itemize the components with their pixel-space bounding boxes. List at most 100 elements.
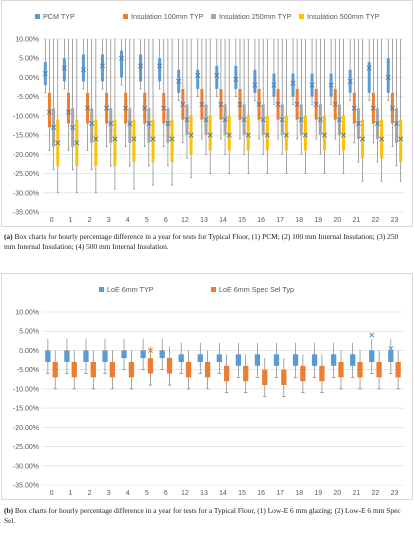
y-tick-label: 10.00% [15, 310, 39, 317]
caption-a-text: Box charts for hourly percentage differe… [4, 232, 399, 251]
mean-marker [332, 101, 338, 107]
mean-marker [70, 124, 76, 130]
y-tick-label: 5.00% [19, 329, 39, 336]
x-tick-label: 23 [391, 217, 399, 224]
box [170, 119, 174, 163]
mean-marker [157, 63, 163, 69]
mean-marker [233, 76, 239, 82]
box [132, 119, 136, 163]
mean-marker [165, 121, 171, 127]
mean-marker [290, 80, 296, 86]
legend-swatch [211, 14, 216, 19]
mean-marker [243, 372, 249, 378]
mean-marker [218, 101, 224, 107]
mean-marker [80, 67, 86, 73]
series-3 [51, 39, 400, 171]
mean-marker [197, 355, 203, 361]
mean-marker [199, 101, 205, 107]
mean-marker [300, 370, 306, 377]
caption-a-label: (a) [4, 232, 13, 241]
box [147, 108, 151, 143]
mean-marker [74, 140, 80, 146]
mean-marker [379, 136, 385, 142]
box [185, 361, 192, 378]
box [357, 361, 363, 378]
mean-marker [374, 121, 381, 127]
box [227, 115, 231, 151]
y-tick-label: -25.00% [13, 444, 39, 451]
x-tick-label: 0 [50, 217, 54, 224]
mean-marker [351, 105, 357, 111]
box [395, 361, 401, 378]
box [319, 365, 325, 382]
x-tick-label: 4 [126, 490, 130, 497]
box [52, 361, 58, 378]
y-tick-label: -15.00% [13, 406, 39, 413]
y-tick-label: -10.00% [13, 113, 39, 120]
box [71, 361, 77, 378]
mean-marker [254, 359, 260, 365]
mean-marker [169, 136, 175, 142]
box [350, 354, 356, 366]
mean-marker [121, 351, 127, 357]
box [369, 350, 375, 362]
y-tick-label: -15.00% [13, 133, 39, 140]
box [147, 358, 154, 374]
mean-marker [241, 117, 247, 123]
box [216, 354, 222, 362]
mean-marker [195, 72, 201, 79]
box [246, 115, 250, 151]
mean-marker [123, 105, 129, 111]
mean-marker [237, 101, 243, 107]
legend-label: Insulation 500mm TYP [307, 12, 380, 21]
x-tick-label: 16 [257, 217, 265, 224]
mean-marker [42, 71, 48, 77]
mean-marker [273, 359, 280, 365]
x-tick-label: 6 [164, 490, 168, 497]
box [265, 115, 269, 151]
x-tick-label: 20 [333, 490, 341, 497]
box [196, 69, 200, 89]
y-tick-label: -25.00% [13, 171, 39, 178]
box [386, 58, 390, 93]
x-tick-label: 14 [219, 490, 227, 497]
mean-marker [147, 347, 154, 353]
box [208, 115, 212, 151]
mean-marker [64, 353, 70, 359]
box [109, 361, 115, 378]
legend-label: Insulation 100mm TYP [131, 12, 204, 21]
legend-label: PCM TYP [43, 12, 75, 21]
x-tick-label: 4 [126, 217, 130, 224]
y-tick-label: -20.00% [13, 425, 39, 432]
x-tick-label: 23 [391, 490, 399, 497]
y-tick-label: 0.00% [19, 75, 39, 82]
series-1 [45, 332, 394, 378]
caption-a: (a) Box charts for hourly percentage dif… [4, 232, 410, 252]
x-tick-label: 12 [181, 217, 189, 224]
box [62, 58, 66, 82]
box [273, 354, 280, 366]
box [235, 354, 242, 366]
x-tick-label: 20 [333, 217, 341, 224]
mean-marker [61, 65, 67, 71]
x-tick-label: 22 [372, 490, 380, 497]
box [47, 92, 51, 128]
mean-marker [370, 105, 376, 111]
mean-marker [395, 369, 401, 375]
x-tick-label: 1 [69, 490, 73, 497]
mean-marker [118, 55, 125, 61]
mean-marker [252, 82, 258, 88]
box [120, 50, 124, 78]
x-tick-label: 3 [107, 217, 111, 224]
box [399, 119, 403, 163]
box [291, 73, 295, 97]
box [234, 65, 238, 89]
mean-marker [93, 136, 99, 142]
mean-marker [150, 136, 156, 142]
mean-marker [271, 82, 277, 88]
mean-marker [331, 355, 337, 361]
legend: PCM TYP Insulation 100mm TYP Insulation 25… [35, 12, 380, 21]
box [166, 358, 173, 374]
x-tick-label: 13 [200, 217, 208, 224]
x-tick-label: 17 [276, 490, 284, 497]
